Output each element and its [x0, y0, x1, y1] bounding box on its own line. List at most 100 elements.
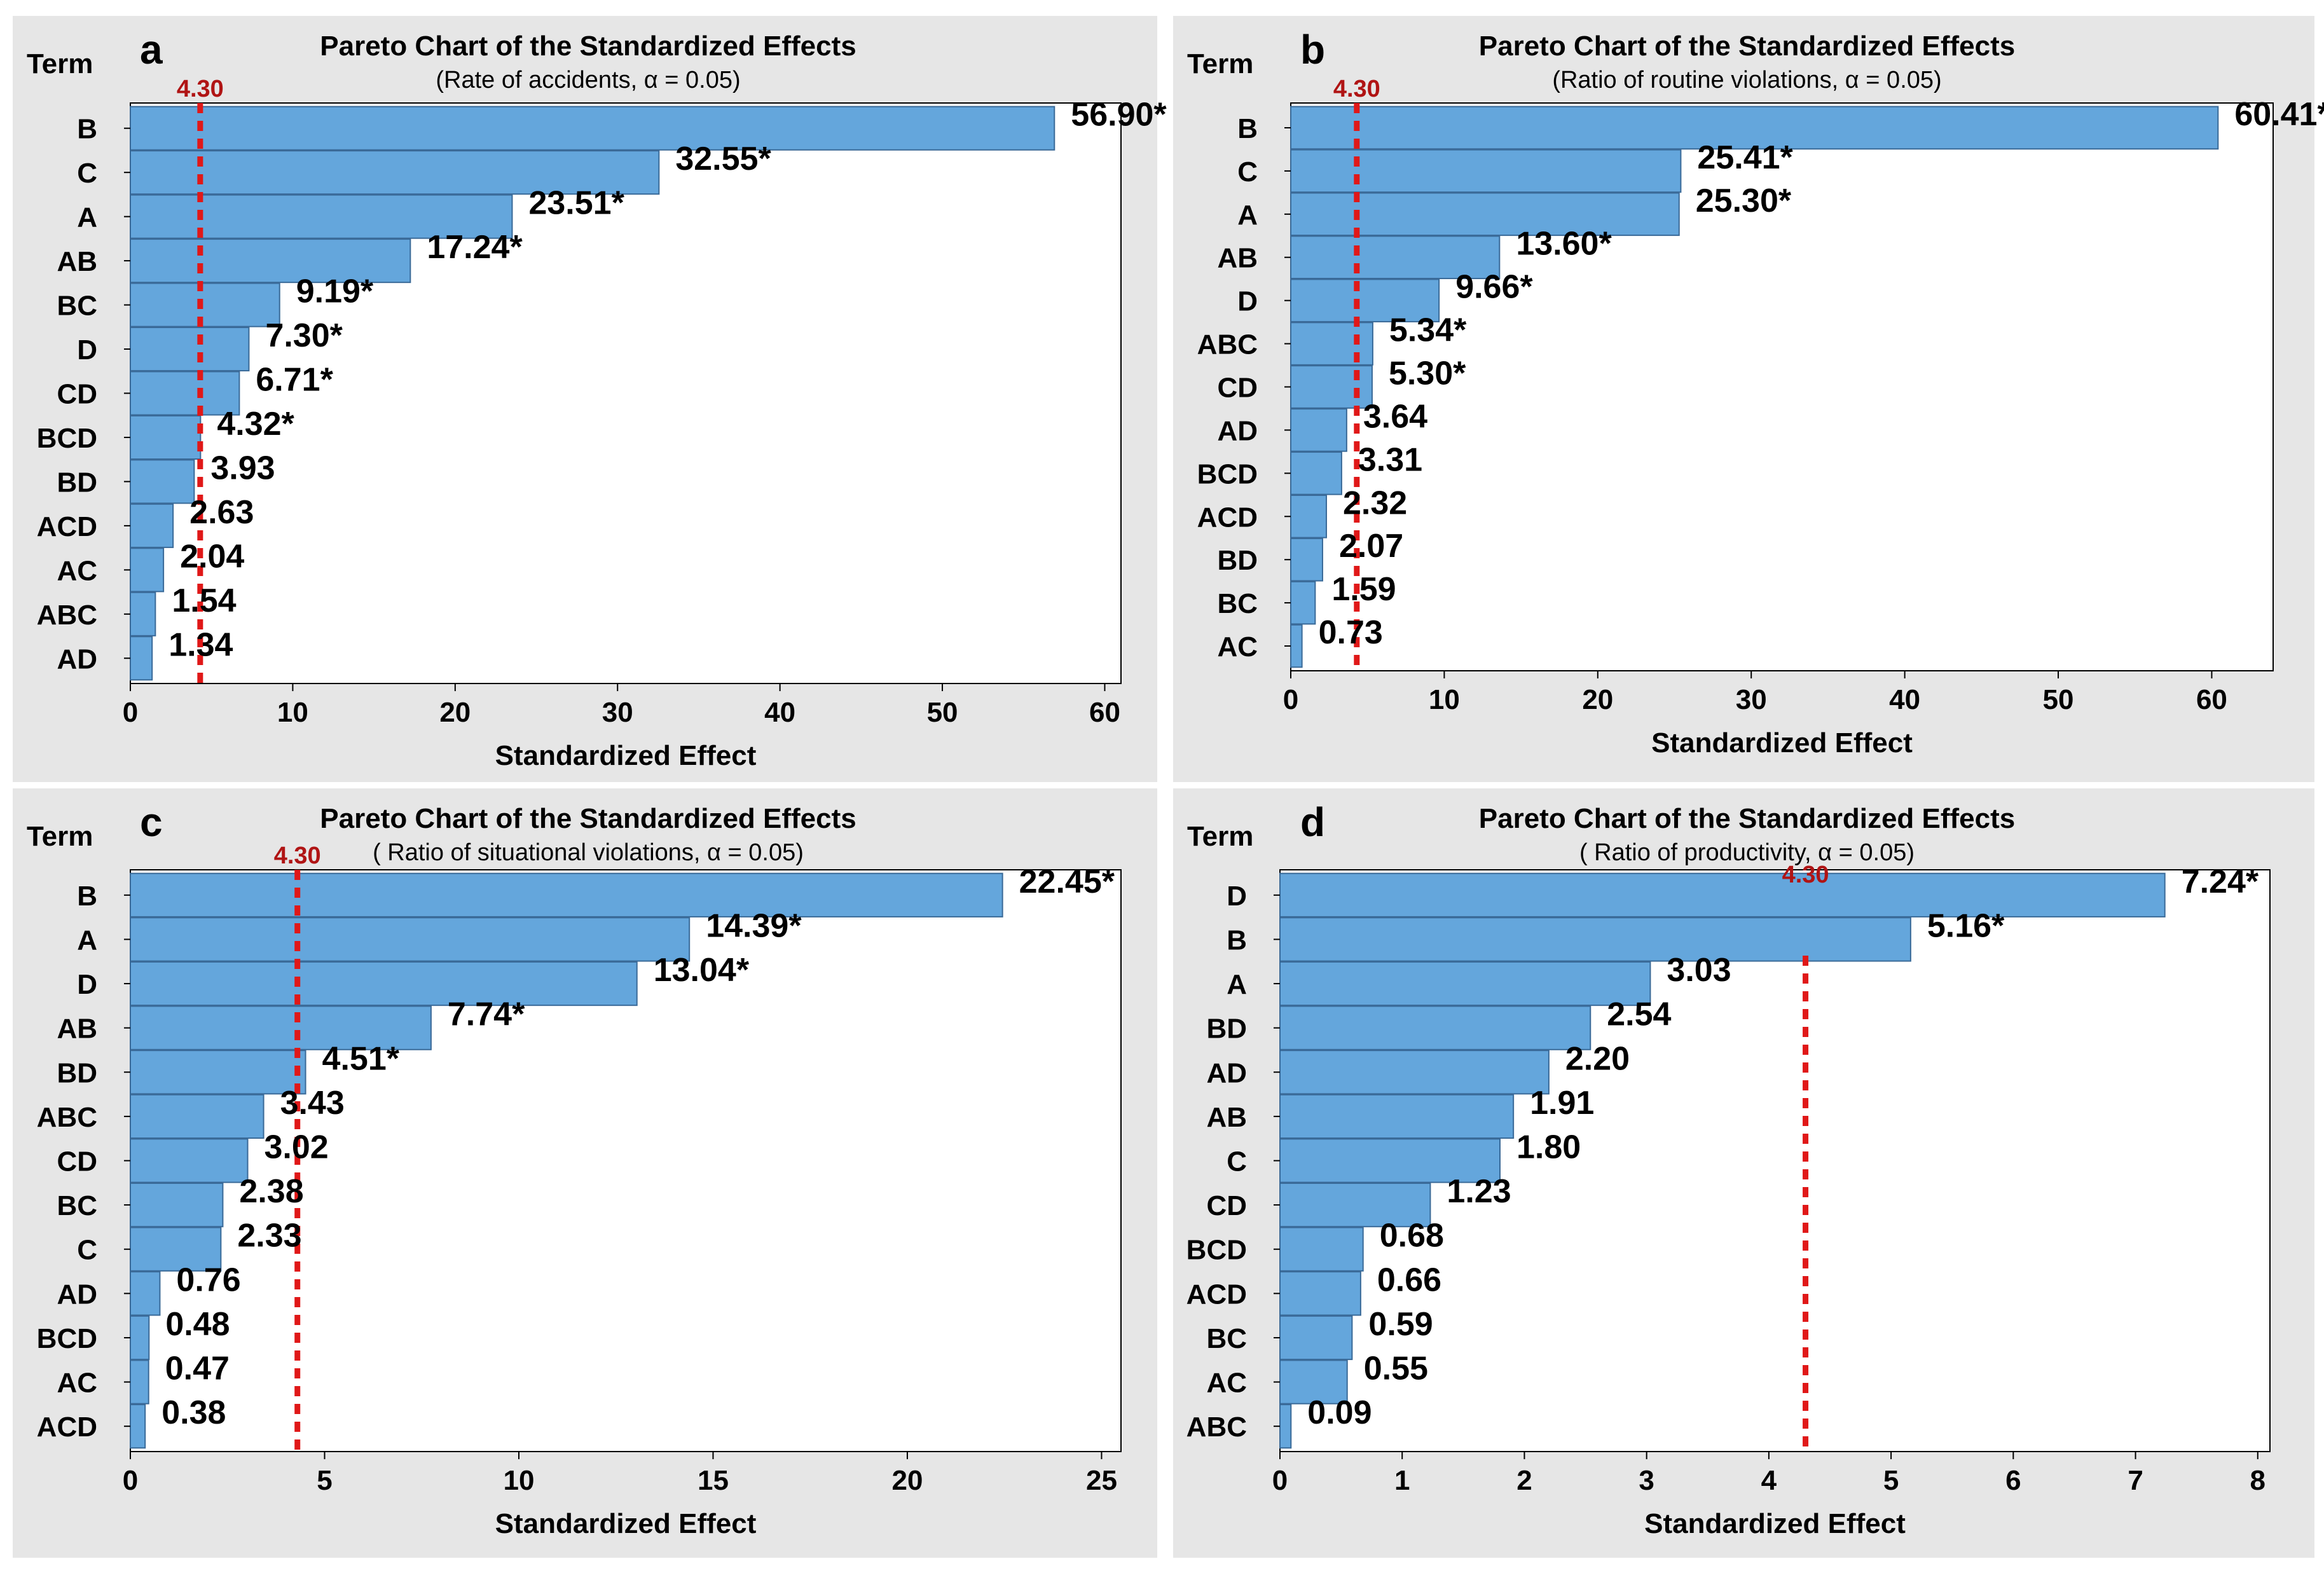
data-label: 60.41* — [2234, 96, 2324, 133]
x-axis-label: Standardized Effect — [495, 740, 757, 771]
category-label: BC — [1206, 1323, 1247, 1354]
data-label: 14.39* — [706, 907, 802, 944]
data-label: 0.66 — [1377, 1261, 1441, 1298]
category-label: C — [1227, 1146, 1247, 1178]
data-label: 4.32* — [217, 406, 294, 443]
bar-ad — [1290, 408, 1347, 452]
data-label: 0.59 — [1368, 1306, 1433, 1343]
bar-acd — [130, 503, 174, 548]
data-label: 1.54 — [172, 582, 236, 619]
category-label: CD — [1206, 1190, 1247, 1221]
data-label: 9.19* — [296, 273, 374, 310]
chart-title: Pareto Chart of the Standardized Effects — [1479, 31, 2015, 62]
panel-letter: a — [140, 27, 163, 72]
panel-letter: d — [1300, 799, 1325, 845]
data-label: 3.02 — [265, 1129, 329, 1166]
category-label: AB — [1217, 243, 1258, 274]
bar-ac — [1279, 1359, 1348, 1405]
bar-b — [1279, 917, 1911, 962]
category-label: B — [77, 881, 97, 912]
bar-bc — [130, 282, 280, 327]
category-label: BC — [57, 291, 97, 322]
chart-panel-c: Pareto Chart of the Standardized Effects… — [13, 788, 1157, 1558]
bar-ad — [130, 1271, 161, 1316]
data-label: 2.32 — [1343, 484, 1407, 521]
data-label: 3.93 — [210, 450, 275, 486]
x-tick-label: 15 — [698, 1465, 729, 1496]
bar-a — [1290, 192, 1680, 237]
category-label: B — [1227, 924, 1247, 956]
bar-d — [1279, 872, 2166, 917]
chart-title: Pareto Chart of the Standardized Effects — [320, 803, 856, 834]
data-label: 22.45* — [1019, 863, 1115, 900]
panel-letter: b — [1300, 27, 1325, 72]
data-label: 0.55 — [1364, 1350, 1428, 1387]
category-label: AC — [1217, 631, 1258, 663]
data-label: 5.34* — [1389, 312, 1467, 349]
data-label: 3.64 — [1363, 398, 1427, 435]
category-label: AC — [1206, 1368, 1247, 1399]
category-label: A — [1227, 969, 1247, 1000]
category-label: AD — [1206, 1057, 1247, 1089]
data-label: 0.47 — [165, 1350, 230, 1387]
bar-ad — [1279, 1050, 1550, 1095]
data-label: 23.51* — [528, 185, 624, 222]
x-tick-label: 2 — [1516, 1465, 1532, 1496]
category-label: C — [1237, 156, 1258, 188]
category-label: BD — [1206, 1013, 1247, 1045]
category-label: AD — [1217, 415, 1258, 446]
bar-d — [130, 961, 638, 1006]
term-axis-label: Term — [27, 821, 93, 852]
data-label: 5.30* — [1389, 355, 1466, 392]
bar-d — [1290, 278, 1440, 322]
bar-acd — [130, 1404, 146, 1449]
data-label: 2.38 — [239, 1173, 303, 1210]
data-label: 0.38 — [162, 1394, 226, 1431]
category-label: BC — [1217, 588, 1258, 619]
category-label: BD — [57, 467, 97, 498]
data-label: 2.07 — [1339, 528, 1403, 565]
category-label: ACD — [37, 511, 97, 542]
bar-c — [1279, 1138, 1501, 1183]
bar-ac — [1290, 624, 1303, 668]
bar-cd — [130, 1138, 249, 1183]
x-tick-label: 10 — [1429, 684, 1460, 715]
bar-bd — [1279, 1005, 1592, 1050]
bar-c — [1290, 149, 1682, 193]
data-label: 5.16* — [1927, 907, 2005, 944]
data-label: 1.23 — [1447, 1173, 1511, 1210]
category-label: C — [77, 1235, 97, 1266]
bar-a — [130, 194, 513, 239]
data-label: 2.33 — [237, 1218, 301, 1254]
bar-ab — [130, 238, 411, 284]
data-label: 56.90* — [1071, 97, 1167, 134]
category-label: AD — [57, 643, 97, 675]
category-label: BCD — [37, 423, 97, 454]
chart-subtitle: (Ratio of routine violations, α = 0.05) — [1552, 67, 1941, 93]
category-label: D — [1227, 881, 1247, 912]
category-label: AD — [57, 1279, 97, 1310]
bar-ac — [130, 1359, 149, 1405]
bar-acd — [1279, 1271, 1361, 1316]
x-tick-label: 40 — [1889, 684, 1920, 715]
x-tick-label: 0 — [1283, 684, 1298, 715]
x-tick-label: 5 — [1883, 1465, 1899, 1496]
category-label: D — [77, 334, 97, 366]
x-tick-label: 6 — [2005, 1465, 2021, 1496]
bar-ad — [130, 636, 153, 681]
category-label: AC — [57, 1368, 97, 1399]
data-label: 0.48 — [165, 1306, 230, 1343]
bar-bcd — [1290, 451, 1342, 495]
data-label: 2.04 — [180, 538, 244, 575]
reference-line-label: 4.30 — [274, 842, 321, 869]
category-label: AB — [57, 246, 97, 277]
x-tick-label: 7 — [2128, 1465, 2143, 1496]
data-label: 0.68 — [1380, 1218, 1444, 1254]
bar-acd — [1290, 494, 1328, 539]
data-label: 25.41* — [1697, 139, 1793, 176]
category-label: BD — [57, 1057, 97, 1089]
data-label: 7.30* — [265, 317, 343, 354]
x-tick-label: 20 — [891, 1465, 923, 1496]
data-label: 3.43 — [280, 1085, 345, 1122]
data-label: 13.04* — [654, 952, 750, 989]
